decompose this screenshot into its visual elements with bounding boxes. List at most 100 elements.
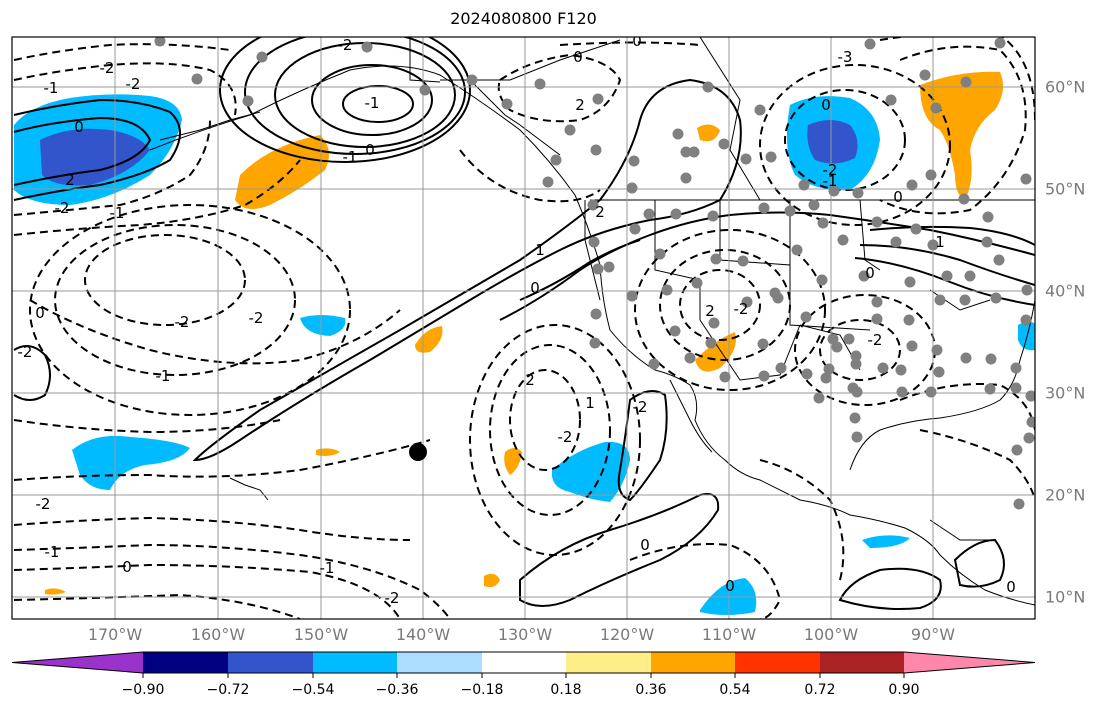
station-dot [925, 169, 937, 181]
colorbar-segment [143, 652, 228, 673]
station-dot [680, 172, 692, 184]
contour-label: 0 [640, 536, 650, 554]
station-dot [895, 364, 907, 376]
colorbar-tick-label: 0.36 [635, 682, 667, 698]
station-dot [981, 236, 993, 248]
station-dot [798, 179, 810, 191]
station-dot [890, 236, 902, 248]
station-dot [791, 244, 803, 256]
station-dot [906, 340, 918, 352]
longitude-label: 90°W [910, 625, 956, 644]
station-dot [1026, 416, 1035, 428]
station-dot [934, 294, 946, 306]
station-dot [590, 144, 602, 156]
station-dot [994, 37, 1006, 49]
contour-label: -2 [36, 495, 51, 513]
station-dot [590, 308, 602, 320]
station-dot [993, 254, 1005, 266]
station-dot [852, 187, 864, 199]
colorbar-segment [228, 652, 313, 673]
gridlines [12, 37, 1035, 619]
station-dot [843, 333, 855, 345]
station-dot [864, 38, 876, 50]
contour-label: 0 [530, 279, 540, 297]
darkblue-region-aleutian [40, 128, 150, 186]
contour-label: 0 [865, 264, 875, 282]
colorbar-tick-label: 0.18 [550, 682, 582, 698]
colorbar-tick-label: 0.54 [719, 682, 751, 698]
station-dot [896, 386, 908, 398]
station-dot [589, 337, 601, 349]
contour-label: 1 [585, 394, 595, 412]
dashed-contours [13, 37, 1035, 619]
station-dot [858, 270, 870, 282]
contour-label: -2 [249, 309, 264, 327]
station-dot [705, 337, 717, 349]
contour-label: -1 [343, 148, 358, 166]
station-dot [737, 255, 749, 267]
station-dot [959, 294, 971, 306]
blue-region-east [1018, 321, 1035, 351]
station-dot [885, 94, 897, 106]
station-dot [784, 205, 796, 217]
blue-region-pacific-2 [551, 441, 630, 502]
station-dot [851, 386, 863, 398]
station-dot [669, 325, 681, 337]
contour-label: -3 [838, 48, 853, 66]
solid-contours [13, 37, 1035, 610]
contour-label: -2 [126, 75, 141, 93]
station-dot [654, 248, 666, 260]
contour-label: -1 [45, 543, 60, 561]
contour-label: 0 [365, 141, 375, 159]
station-dot [871, 313, 883, 325]
station-dot [903, 314, 915, 326]
station-dot [626, 290, 638, 302]
latitude-label: 20°N [1045, 485, 1086, 505]
station-dot [941, 270, 953, 282]
station-dot [800, 311, 812, 323]
orange-region-gulf [235, 135, 329, 209]
contour-label: 0 [122, 558, 132, 576]
contour-label: 0 [821, 96, 831, 114]
black-marker [409, 443, 427, 461]
orange-region-pacific-4 [484, 573, 500, 588]
station-dot [191, 73, 203, 85]
station-dot [626, 182, 638, 194]
contour-label: 0 [1006, 578, 1016, 596]
station-dot [871, 216, 883, 228]
contour-label: 0 [74, 118, 84, 136]
latitude-label: 60°N [1045, 77, 1086, 97]
station-dot [960, 352, 972, 364]
station-dot [708, 317, 720, 329]
colorbar-tick-label: −0.54 [291, 682, 335, 698]
orange-region-small-1 [697, 124, 720, 142]
station-dot [758, 370, 770, 382]
station-dot [466, 74, 478, 86]
station-dot [534, 78, 546, 90]
contour-label: -2 [100, 59, 115, 77]
station-dot [719, 371, 731, 383]
islands [159, 79, 561, 501]
station-dot [828, 185, 840, 197]
colorbar-segment [566, 652, 651, 673]
station-dot [256, 51, 268, 63]
shaded-regions [14, 71, 1035, 615]
station-dot [501, 98, 513, 110]
contour-label: 2 [65, 171, 75, 189]
station-dot [1010, 362, 1022, 374]
colorbar-tick-label: −0.36 [375, 682, 419, 698]
orange-region-pacific-5 [45, 588, 66, 595]
station-dot [851, 431, 863, 443]
orange-region-pacific-2 [316, 448, 340, 456]
station-dot [765, 151, 777, 163]
station-dot [592, 263, 604, 275]
longitude-label: 120°W [599, 625, 655, 644]
colorbar-segment [651, 652, 735, 673]
contour-label: -2 [18, 343, 33, 361]
station-dot [850, 350, 862, 362]
contour-label: -2 [55, 199, 70, 217]
station-dot [964, 270, 976, 282]
station-dot [877, 362, 889, 374]
contour-label: 2 [575, 96, 585, 114]
contour-label: -1 [156, 367, 171, 385]
